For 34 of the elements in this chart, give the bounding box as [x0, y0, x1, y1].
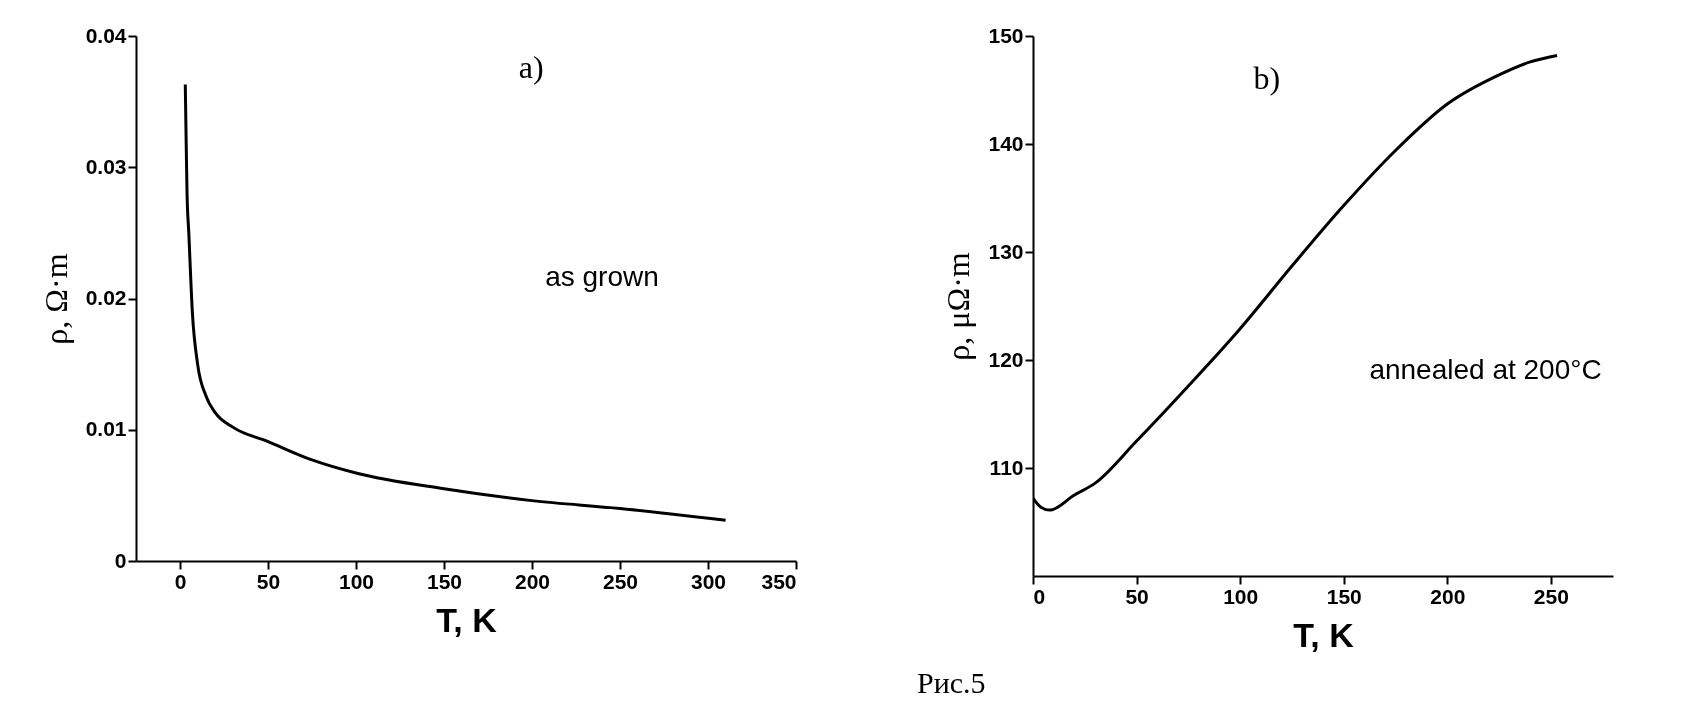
annotation: as grown: [545, 260, 659, 292]
y-tick-label: 130: [988, 239, 1024, 263]
y-tick-label: 0.02: [85, 286, 127, 309]
annotation: annealed at 200°C: [1369, 353, 1602, 385]
x-tick-label: 300: [690, 569, 727, 593]
y-tick-label: 0.01: [85, 417, 127, 441]
x-tick-label: 150: [1326, 584, 1362, 608]
y-tick-label: 0: [114, 548, 127, 572]
x-tick-label: 250: [1533, 584, 1569, 608]
y-tick-label: 120: [988, 347, 1024, 371]
x-axis-title: T, K: [436, 600, 498, 639]
annotation: b): [1253, 60, 1281, 97]
x-tick-label: 150: [426, 569, 463, 593]
x-tick-label: 0: [1033, 584, 1046, 608]
x-tick-label: 100: [1223, 584, 1259, 608]
annotation: a): [518, 48, 544, 85]
x-tick-label: 200: [514, 569, 551, 593]
x-tick-label: 50: [1125, 584, 1149, 608]
line-series: [183, 83, 728, 522]
text: Рис.5: [917, 666, 986, 699]
y-tick-label: 0.04: [85, 23, 127, 47]
y-tick-label: 150: [988, 23, 1024, 47]
y-tick-label: 110: [989, 455, 1024, 479]
x-tick-label: 350: [761, 569, 797, 593]
y-tick-label: 140: [988, 131, 1024, 155]
x-axis-title: T, K: [1293, 615, 1355, 654]
y-axis-title: ρ, μΩ·m: [940, 252, 977, 361]
y-axis-title: ρ, Ω·m: [37, 253, 74, 345]
x-tick-label: 250: [602, 569, 639, 593]
x-tick-label: 100: [338, 569, 375, 593]
x-tick-label: 0: [174, 569, 187, 593]
x-tick-label: 50: [256, 569, 281, 593]
y-tick-label: 0.03: [85, 154, 127, 178]
x-tick-label: 200: [1430, 584, 1466, 608]
